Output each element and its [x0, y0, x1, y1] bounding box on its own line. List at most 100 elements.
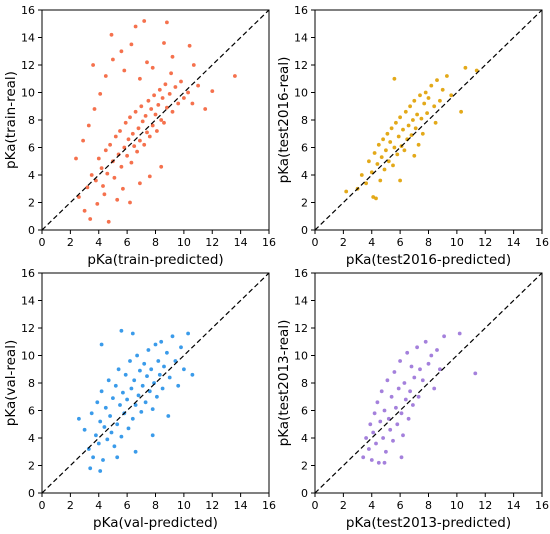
data-point — [425, 111, 429, 115]
data-point — [109, 32, 114, 37]
y-tick-label: 12 — [294, 59, 308, 72]
data-point — [408, 389, 412, 394]
data-point — [379, 389, 384, 394]
data-point — [392, 145, 397, 150]
data-point — [106, 378, 111, 383]
data-point — [163, 82, 168, 87]
data-point — [371, 430, 376, 435]
data-point — [412, 98, 417, 103]
y-tick-label: 14 — [21, 295, 35, 308]
data-point — [233, 74, 237, 78]
data-point — [142, 19, 147, 23]
data-point — [133, 403, 138, 407]
data-point — [145, 130, 149, 135]
data-point — [123, 120, 128, 125]
data-point — [389, 126, 394, 131]
data-point — [77, 195, 81, 199]
data-point — [186, 331, 191, 336]
y-tick-label: 10 — [21, 350, 35, 363]
data-point — [169, 71, 174, 76]
data-point — [153, 112, 158, 117]
data-point — [409, 364, 414, 369]
x-tick-label: 8 — [425, 499, 432, 512]
data-point — [376, 460, 381, 465]
y-tick-label: 4 — [301, 432, 308, 445]
data-point — [411, 403, 415, 407]
x-tick-label: 16 — [262, 499, 276, 512]
y-tick-label: 8 — [301, 377, 308, 390]
data-point — [391, 163, 395, 168]
y-tick-label: 2 — [28, 197, 35, 210]
x-tick-label: 4 — [95, 236, 102, 249]
data-point — [381, 137, 385, 142]
data-point — [140, 119, 145, 124]
data-point — [379, 155, 384, 160]
data-point — [463, 65, 468, 70]
data-point — [165, 20, 169, 25]
data-point — [112, 175, 117, 180]
data-point — [415, 345, 419, 350]
data-point — [384, 148, 388, 153]
data-point — [126, 426, 131, 431]
data-point — [140, 383, 145, 388]
y-tick-label: 10 — [294, 350, 308, 363]
data-point — [179, 79, 183, 84]
x-tick-label: 14 — [507, 499, 521, 512]
data-point — [130, 416, 135, 421]
y-tick-label: 6 — [28, 405, 35, 418]
data-point — [103, 148, 108, 153]
y-tick-label: 0 — [301, 224, 308, 237]
data-point — [159, 339, 164, 344]
data-point — [118, 403, 122, 407]
data-point — [119, 434, 124, 439]
x-tick-label: 12 — [478, 236, 492, 249]
data-point — [382, 408, 387, 413]
data-point — [405, 350, 410, 355]
data-point — [160, 386, 165, 391]
data-point — [398, 178, 402, 183]
data-point — [372, 411, 377, 416]
x-tick-label: 10 — [450, 499, 464, 512]
data-point — [394, 120, 398, 125]
y-tick-label: 8 — [301, 114, 308, 127]
data-point — [167, 92, 172, 96]
chart-val: 0 2 4 6 8 10 12 14 16 0 2 4 6 8 10 12 14 16 pKa(val-predic… — [3, 267, 276, 531]
data-point — [375, 400, 380, 405]
data-point — [155, 394, 159, 399]
identity-line — [41, 272, 270, 494]
data-point — [125, 153, 129, 158]
x-tick-label: 2 — [67, 499, 74, 512]
y-axis-label: pKa(test2016-real) — [276, 57, 292, 184]
data-point — [132, 144, 137, 149]
data-point — [88, 217, 93, 221]
data-point — [139, 410, 144, 414]
data-point — [145, 374, 149, 378]
y-tick-label: 4 — [301, 169, 308, 182]
data-point — [126, 137, 131, 142]
data-point — [422, 101, 427, 106]
data-point — [401, 433, 405, 438]
data-point — [409, 133, 414, 138]
data-point — [150, 65, 155, 70]
data-point — [133, 449, 138, 454]
data-point — [426, 96, 431, 100]
data-point — [99, 166, 104, 171]
data-point — [92, 107, 97, 111]
x-tick-label: 10 — [177, 236, 191, 249]
data-point — [118, 129, 122, 133]
data-point — [395, 152, 400, 157]
y-axis-label: pKa(val-real) — [3, 340, 19, 426]
data-point — [429, 353, 434, 358]
x-tick-label: 6 — [397, 499, 404, 512]
x-tick-label: 16 — [535, 499, 549, 512]
data-point — [402, 148, 407, 153]
data-point — [128, 200, 132, 205]
data-point — [385, 378, 390, 383]
data-point — [105, 171, 110, 176]
data-point — [440, 87, 445, 92]
data-point — [384, 449, 388, 454]
y-tick-label: 6 — [301, 142, 308, 155]
data-point — [403, 109, 408, 114]
data-point — [166, 414, 171, 418]
data-point — [369, 458, 374, 462]
